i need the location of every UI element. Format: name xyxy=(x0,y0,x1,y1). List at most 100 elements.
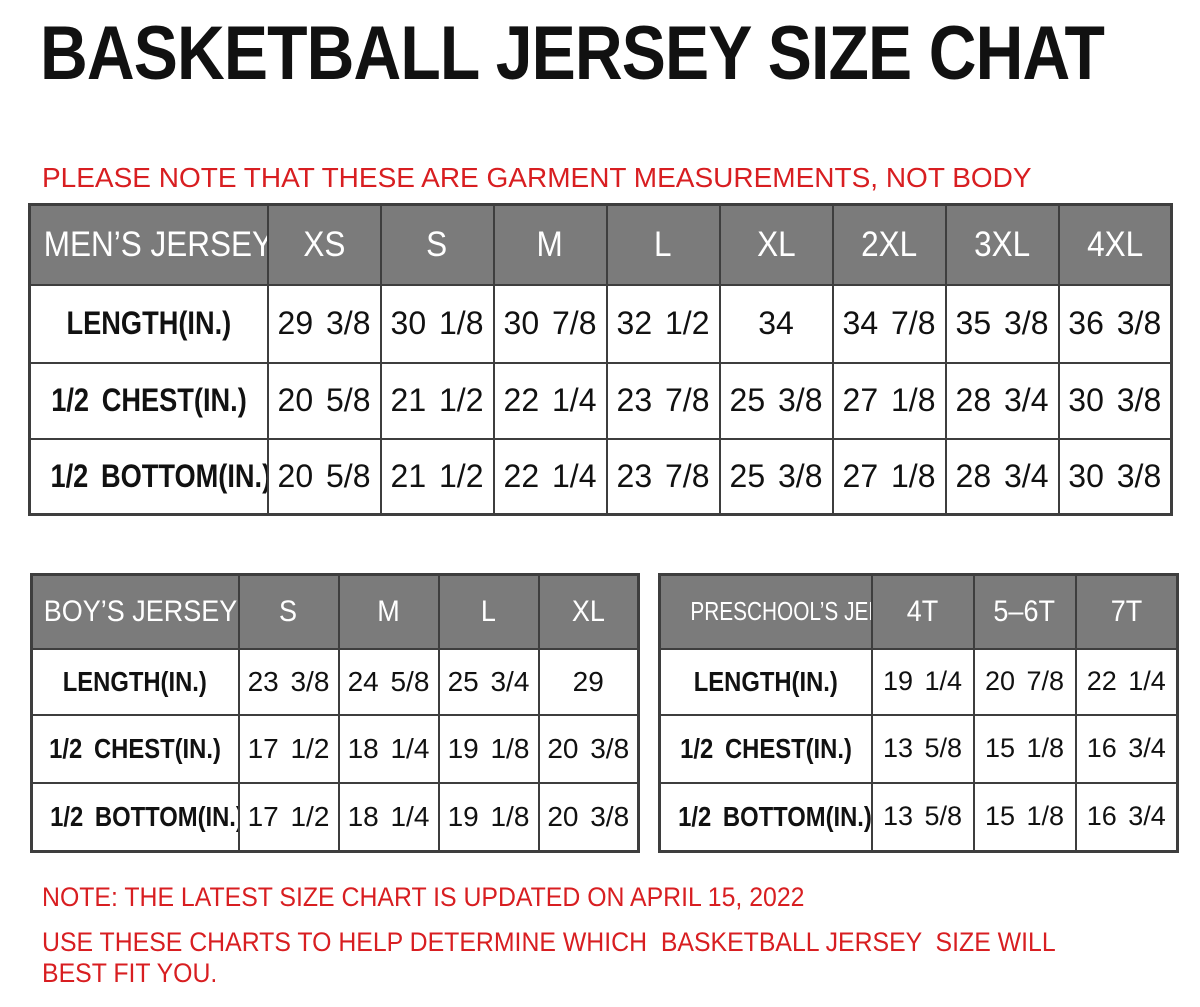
preschool-table-title: PRESCHOOL’S JERSEY xyxy=(690,596,869,627)
size-value-cell: 15 1/8 xyxy=(972,713,1077,784)
mens-size-header: L xyxy=(605,203,721,286)
size-value-cell: 22 1/4 xyxy=(1074,647,1179,716)
usage-note: USE THESE CHARTS TO HELP DETERMINE WHICH… xyxy=(42,927,1062,988)
row-label-cell: 1/2 CHEST(IN.) xyxy=(30,713,240,784)
row-label: 1/2 CHEST(IN.) xyxy=(50,382,247,418)
row-label: 1/2 BOTTOM(IN.) xyxy=(50,800,239,832)
size-value-cell: 32 1/2 xyxy=(605,283,721,364)
size-value-cell: 16 3/4 xyxy=(1074,781,1179,853)
size-label: XL xyxy=(756,224,796,264)
boys-bottom-row: 1/2 BOTTOM(IN.) 17 1/2 18 1/4 19 1/8 20 … xyxy=(30,781,640,853)
size-label: XS xyxy=(302,224,346,264)
size-value-cell: 30 3/8 xyxy=(1057,361,1173,440)
size-value-cell: 25 3/8 xyxy=(718,361,834,440)
mens-jersey-table: MEN’S JERSEY XS S M L XL 2XL 3XL 4XL LEN… xyxy=(28,203,1173,516)
size-label: 4XL xyxy=(1086,224,1143,264)
size-label: XL xyxy=(571,594,605,628)
boys-size-header: XL xyxy=(537,573,640,650)
mens-bottom-row: 1/2 BOTTOM(IN.) 20 5/8 21 1/2 22 1/4 23 … xyxy=(28,437,1173,516)
mens-size-header: M xyxy=(492,203,608,286)
size-value-cell: 22 1/4 xyxy=(492,361,608,440)
preschool-chest-row: 1/2 CHEST(IN.) 13 5/8 15 1/8 16 3/4 xyxy=(658,713,1179,784)
boys-size-header: M xyxy=(337,573,440,650)
row-label: LENGTH(IN.) xyxy=(693,665,838,697)
size-label: M xyxy=(377,594,400,628)
size-value-cell: 29 xyxy=(537,647,640,716)
boys-chest-row: 1/2 CHEST(IN.) 17 1/2 18 1/4 19 1/8 20 3… xyxy=(30,713,640,784)
size-value-cell: 34 xyxy=(718,283,834,364)
boys-jersey-table: BOY’S JERSEY S M L XL LENGTH(IN.) 23 3/8… xyxy=(30,573,640,853)
size-label: 5–6T xyxy=(993,594,1056,628)
preschool-size-header: 5–6T xyxy=(972,573,1077,650)
size-value-cell: 25 3/8 xyxy=(718,437,834,516)
boys-size-header: L xyxy=(437,573,540,650)
row-label: 1/2 CHEST(IN.) xyxy=(49,732,222,764)
size-value-cell: 27 1/8 xyxy=(831,437,947,516)
size-value-cell: 22 1/4 xyxy=(492,437,608,516)
size-value-cell: 28 3/4 xyxy=(944,437,1060,516)
size-value-cell: 30 3/8 xyxy=(1057,437,1173,516)
row-label: 1/2 CHEST(IN.) xyxy=(679,732,852,764)
mens-size-header: 2XL xyxy=(831,203,947,286)
size-value-cell: 36 3/8 xyxy=(1057,283,1173,364)
row-label-cell: LENGTH(IN.) xyxy=(658,647,873,716)
mens-size-header: XL xyxy=(718,203,834,286)
size-value-cell: 18 1/4 xyxy=(337,781,440,853)
row-label-cell: LENGTH(IN.) xyxy=(28,283,269,364)
preschool-table-title-cell: PRESCHOOL’S JERSEY xyxy=(658,573,873,650)
size-value-cell: 19 1/8 xyxy=(437,781,540,853)
size-label: 3XL xyxy=(973,224,1031,264)
size-value-cell: 17 1/2 xyxy=(237,781,340,853)
update-note: NOTE: THE LATEST SIZE CHART IS UPDATED O… xyxy=(42,882,805,912)
preschool-jersey-table: PRESCHOOL’S JERSEY 4T 5–6T 7T LENGTH(IN.… xyxy=(658,573,1179,853)
mens-size-header: S xyxy=(379,203,495,286)
mens-size-header: 4XL xyxy=(1057,203,1173,286)
mens-header-row: MEN’S JERSEY XS S M L XL 2XL 3XL 4XL xyxy=(28,203,1173,286)
garment-note-line-1: PLEASE NOTE THAT THESE ARE GARMENT MEASU… xyxy=(42,162,1032,193)
mens-size-header: XS xyxy=(266,203,382,286)
size-label: 4T xyxy=(906,594,939,628)
size-label: L xyxy=(480,594,497,628)
size-label: 7T xyxy=(1110,594,1142,628)
size-value-cell: 35 3/8 xyxy=(944,283,1060,364)
preschool-size-header: 7T xyxy=(1074,573,1179,650)
row-label-cell: 1/2 CHEST(IN.) xyxy=(658,713,873,784)
mens-length-row: LENGTH(IN.) 29 3/8 30 1/8 30 7/8 32 1/2 … xyxy=(28,283,1173,364)
size-value-cell: 23 7/8 xyxy=(605,437,721,516)
mens-table-title: MEN’S JERSEY xyxy=(43,224,268,264)
row-label-cell: 1/2 CHEST(IN.) xyxy=(28,361,269,440)
page-title: BASKETBALL JERSEY SIZE CHAT xyxy=(40,16,1200,92)
boys-length-row: LENGTH(IN.) 23 3/8 24 5/8 25 3/4 29 xyxy=(30,647,640,716)
size-value-cell: 19 1/8 xyxy=(437,713,540,784)
size-value-cell: 18 1/4 xyxy=(337,713,440,784)
size-value-cell: 20 5/8 xyxy=(266,437,382,516)
mens-chest-row: 1/2 CHEST(IN.) 20 5/8 21 1/2 22 1/4 23 7… xyxy=(28,361,1173,440)
size-label: S xyxy=(426,224,448,264)
row-label-cell: 1/2 BOTTOM(IN.) xyxy=(28,437,269,516)
size-value-cell: 25 3/4 xyxy=(437,647,540,716)
size-value-cell: 23 7/8 xyxy=(605,361,721,440)
preschool-size-header: 4T xyxy=(870,573,975,650)
row-label-cell: LENGTH(IN.) xyxy=(30,647,240,716)
size-value-cell: 23 3/8 xyxy=(237,647,340,716)
boys-size-header: S xyxy=(237,573,340,650)
size-value-cell: 27 1/8 xyxy=(831,361,947,440)
size-value-cell: 24 5/8 xyxy=(337,647,440,716)
size-value-cell: 29 3/8 xyxy=(266,283,382,364)
row-label: LENGTH(IN.) xyxy=(66,305,232,341)
preschool-header-row: PRESCHOOL’S JERSEY 4T 5–6T 7T xyxy=(658,573,1179,650)
size-value-cell: 16 3/4 xyxy=(1074,713,1179,784)
size-value-cell: 21 1/2 xyxy=(379,437,495,516)
size-label: S xyxy=(279,594,298,628)
size-value-cell: 17 1/2 xyxy=(237,713,340,784)
size-value-cell: 30 7/8 xyxy=(492,283,608,364)
page-title-text: BASKETBALL JERSEY SIZE CHAT xyxy=(40,11,1105,96)
size-value-cell: 20 5/8 xyxy=(266,361,382,440)
size-value-cell: 20 3/8 xyxy=(537,781,640,853)
preschool-length-row: LENGTH(IN.) 19 1/4 20 7/8 22 1/4 xyxy=(658,647,1179,716)
boys-header-row: BOY’S JERSEY S M L XL xyxy=(30,573,640,650)
boys-table-title-cell: BOY’S JERSEY xyxy=(30,573,240,650)
size-value-cell: 19 1/4 xyxy=(870,647,975,716)
size-value-cell: 28 3/4 xyxy=(944,361,1060,440)
